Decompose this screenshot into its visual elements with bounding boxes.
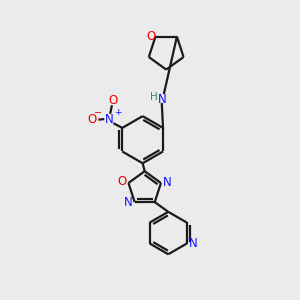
Text: −: − — [94, 108, 103, 118]
Text: N: N — [163, 176, 172, 189]
Text: N: N — [124, 196, 133, 209]
Text: H: H — [150, 92, 158, 102]
Text: O: O — [146, 29, 156, 43]
Text: O: O — [87, 112, 97, 126]
Text: O: O — [117, 175, 127, 188]
Text: N: N — [158, 93, 167, 106]
Text: N: N — [189, 237, 197, 250]
Text: +: + — [114, 108, 122, 117]
Text: O: O — [109, 94, 118, 107]
Text: N: N — [105, 112, 114, 126]
